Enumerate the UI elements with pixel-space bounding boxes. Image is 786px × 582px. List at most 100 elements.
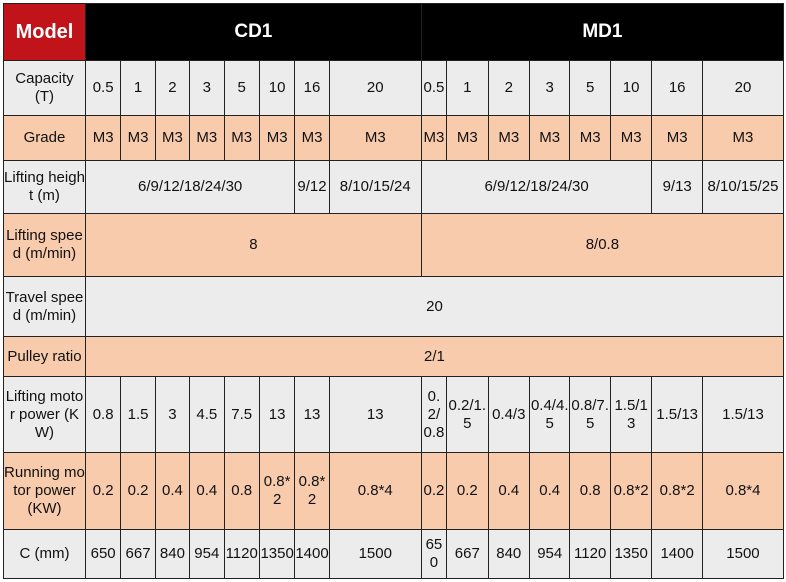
table-cell: 0.8*4 [328, 452, 422, 530]
table-cell: 954 [528, 529, 571, 579]
row-label: Lifting height (m) [3, 160, 86, 214]
lifting-height-row: Lifting height (m) 6/9/12/18/24/30 9/12 … [3, 160, 785, 214]
table-cell: 16 [294, 60, 330, 116]
table-cell: 1500 [701, 529, 785, 579]
table-cell: 10 [258, 60, 296, 116]
cd1-header: CD1 [84, 3, 422, 61]
table-cell: 0.8*2 [294, 452, 330, 530]
pulley-ratio-row: Pulley ratio 2/1 [3, 336, 785, 377]
row-label: Travel speed (m/min) [3, 276, 86, 337]
table-cell: 0.4 [528, 452, 571, 530]
table-cell: 8/0.8 [420, 213, 785, 277]
table-cell: M3 [701, 115, 785, 161]
table-cell: 0.4 [189, 452, 225, 530]
table-cell: 667 [446, 529, 489, 579]
table-cell: M3 [569, 115, 611, 161]
table-cell: 0.2 [420, 452, 448, 530]
table-cell: 13 [328, 376, 422, 453]
table-cell: 1500 [328, 529, 422, 579]
table-cell: M3 [420, 115, 448, 161]
table-cell: 667 [120, 529, 156, 579]
table-cell: M3 [258, 115, 296, 161]
table-cell: 1400 [651, 529, 703, 579]
row-label: Lifting speed (m/min) [3, 213, 86, 277]
table-cell: M3 [223, 115, 260, 161]
table-cell: 2/1 [84, 336, 785, 377]
table-cell: 0.4 [487, 452, 531, 530]
table-cell: 650 [420, 529, 448, 579]
row-label: Capacity (T) [3, 60, 86, 116]
table-cell: 0.4 [154, 452, 191, 530]
table-cell: 8 [84, 213, 422, 277]
table-cell: 20 [701, 60, 785, 116]
table-cell: 1.5/13 [651, 376, 703, 453]
table-cell: 0.2 [446, 452, 489, 530]
row-label: Running motor power (KW) [3, 452, 86, 530]
lifting-speed-row: Lifting speed (m/min) 8 8/0.8 [3, 213, 785, 277]
table-cell: 3 [154, 376, 191, 453]
table-cell: 1350 [258, 529, 296, 579]
table-cell: M3 [651, 115, 703, 161]
table-cell: M3 [446, 115, 489, 161]
table-cell: M3 [294, 115, 330, 161]
table-cell: 1.5/13 [701, 376, 785, 453]
table-cell: 0.8*2 [609, 452, 653, 530]
table-cell: 0.8*4 [701, 452, 785, 530]
md1-header: MD1 [420, 3, 785, 61]
row-label: Pulley ratio [3, 336, 86, 377]
table-cell: 1.5/13 [609, 376, 653, 453]
table-cell: M3 [609, 115, 653, 161]
row-label: C (mm) [3, 529, 86, 579]
row-label: Lifting motor power (KW) [3, 376, 86, 453]
table-cell: 6/9/12/18/24/30 [420, 160, 653, 214]
table-cell: M3 [120, 115, 156, 161]
capacity-row: Capacity (T) 0.5 1 2 3 5 10 16 20 0.5 1 … [3, 60, 785, 116]
row-label: Grade [3, 115, 86, 161]
table-cell: 9/13 [651, 160, 703, 214]
running-motor-row: Running motor power (KW) 0.2 0.2 0.4 0.4… [3, 452, 785, 530]
table-cell: 0.5 [84, 60, 122, 116]
table-cell: 5 [223, 60, 260, 116]
table-cell: 1.5 [120, 376, 156, 453]
table-cell: 0.8*2 [651, 452, 703, 530]
model-header: Model [3, 3, 86, 61]
table-cell: 840 [154, 529, 191, 579]
table-cell: 4.5 [189, 376, 225, 453]
table-cell: 0.2/0.8 [420, 376, 448, 453]
table-cell: 954 [189, 529, 225, 579]
table-cell: M3 [487, 115, 531, 161]
table-cell: 7.5 [223, 376, 260, 453]
table-cell: 0.4/3 [487, 376, 531, 453]
c-row: C (mm) 650 667 840 954 1120 1350 1400 15… [3, 529, 785, 579]
table-cell: 8/10/15/25 [701, 160, 785, 214]
table-cell: M3 [328, 115, 422, 161]
table-cell: 5 [569, 60, 611, 116]
table-cell: 0.4/4.5 [528, 376, 571, 453]
table-cell: 1120 [223, 529, 260, 579]
table-cell: 0.8 [223, 452, 260, 530]
table-cell: 0.5 [420, 60, 448, 116]
table-cell: M3 [154, 115, 191, 161]
table-cell: 3 [189, 60, 225, 116]
table-cell: 13 [294, 376, 330, 453]
table-cell: 20 [328, 60, 422, 116]
spec-table: Model CD1 MD1 Capacity (T) 0.5 1 2 3 5 1… [3, 3, 785, 579]
table-cell: 8/10/15/24 [328, 160, 422, 214]
table-cell: 6/9/12/18/24/30 [84, 160, 296, 214]
table-cell: 1350 [609, 529, 653, 579]
table-cell: 9/12 [294, 160, 330, 214]
table-cell: 16 [651, 60, 703, 116]
table-cell: 0.8 [84, 376, 122, 453]
table-cell: 0.2 [120, 452, 156, 530]
header-row: Model CD1 MD1 [3, 3, 785, 61]
grade-row: Grade M3 M3 M3 M3 M3 M3 M3 M3 M3 M3 M3 M… [3, 115, 785, 161]
table-cell: M3 [189, 115, 225, 161]
table-cell: M3 [528, 115, 571, 161]
table-cell: 0.8 [569, 452, 611, 530]
table-cell: 13 [258, 376, 296, 453]
table-cell: 840 [487, 529, 531, 579]
travel-speed-row: Travel speed (m/min) 20 [3, 276, 785, 337]
table-cell: 20 [84, 276, 785, 337]
table-cell: 0.2/1.5 [446, 376, 489, 453]
table-cell: M3 [84, 115, 122, 161]
